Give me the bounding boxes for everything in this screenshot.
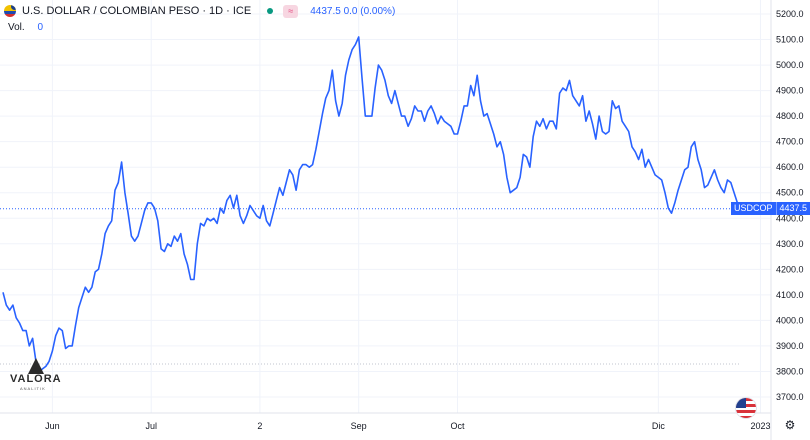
y-tick-label: 4500.0 [776,188,804,198]
price-series-line [2,36,745,373]
y-tick-label: 5200.0 [776,9,804,19]
y-tick-label: 4400.0 [776,213,804,223]
y-tick-label: 3700.0 [776,392,804,402]
valora-mark-icon [28,358,44,374]
last-price-tag: USDCOP 4437.5 [731,202,810,215]
y-tick-label: 4600.0 [776,162,804,172]
y-tick-label: 4000.0 [776,315,804,325]
compare-icon[interactable]: ≈ [283,4,299,18]
symbol-title[interactable]: U.S. DOLLAR / COLOMBIAN PESO · 1D · ICE [22,5,252,17]
y-tick-label: 4800.0 [776,111,804,121]
logo-text: VALORA [10,373,62,385]
grid-layer [0,0,771,413]
y-tick-label: 4100.0 [776,290,804,300]
volume-legend: Vol. 0 [8,22,43,33]
last-price-symbol: USDCOP [731,202,777,215]
us-flag-icon[interactable] [736,398,756,418]
last-price-value: 4437.5 [779,203,808,213]
y-tick-label: 5000.0 [776,60,804,70]
live-dot-icon [267,8,274,14]
x-tick-label: Oct [450,421,465,431]
settings-icon[interactable]: ⚙ [784,418,796,432]
logo-subtext: ANALITIK [20,386,46,391]
volume-value: 0 [37,22,44,33]
time-axis[interactable]: JunJul2SepOctDic2023FebAbrJun [45,421,810,431]
y-tick-label: 3900.0 [776,341,804,351]
volume-label: Vol. [8,22,25,33]
y-tick-label: 4300.0 [776,239,804,249]
flag-icon [4,5,16,17]
chart-header: U.S. DOLLAR / COLOMBIAN PESO · 1D · ICE … [4,3,395,19]
y-tick-label: 4900.0 [776,86,804,96]
x-tick-label: Jul [145,421,157,431]
y-tick-label: 5100.0 [776,35,804,45]
x-tick-label: Dic [652,421,665,431]
x-tick-label: 2 [257,421,262,431]
y-tick-label: 3800.0 [776,366,804,376]
x-tick-label: Jun [45,421,60,431]
y-tick-label: 4700.0 [776,137,804,147]
price-readout: 4437.5 0.0 (0.00%) [310,5,396,17]
price-axis[interactable]: 3700.0 3800.0 3900.0 4000.0 4100.0 4200.0 4300… [776,9,804,402]
valora-logo: VALORA ANALITIK [10,358,70,398]
x-tick-label: Sep [351,421,367,431]
y-tick-label: 4200.0 [776,264,804,274]
x-tick-label: 2023 [750,421,770,431]
